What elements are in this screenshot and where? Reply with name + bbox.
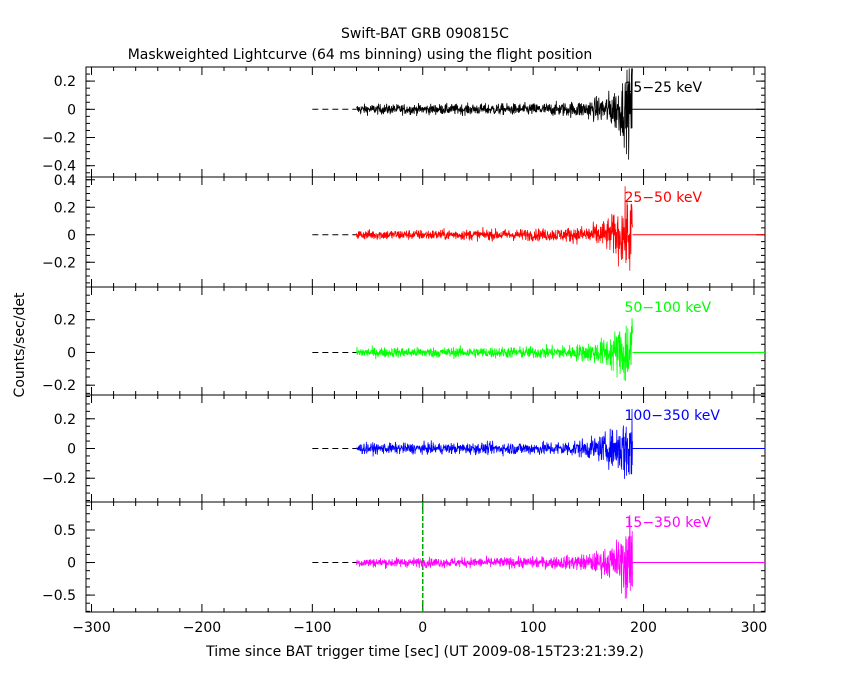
chart-title: Swift-BAT GRB 090815C xyxy=(341,26,509,42)
y-tick-label: −0.2 xyxy=(42,378,76,394)
lightcurve-panel: 0.4 0.2 0 −0.2 25−50 keV xyxy=(42,173,766,288)
energy-band-label: 15−25 keV xyxy=(625,80,703,96)
y-axis-label: Counts/sec/det xyxy=(12,292,28,397)
y-tick-label: −0.2 xyxy=(42,471,76,487)
x-tick-label: −300 xyxy=(72,620,110,636)
y-tick-label: −0.5 xyxy=(42,588,76,604)
lightcurve-trace xyxy=(356,68,633,160)
y-tick-label: 0 xyxy=(67,345,76,361)
lightcurve-trace xyxy=(356,186,633,271)
lightcurve-trace xyxy=(356,408,633,479)
y-tick-label: 0 xyxy=(67,102,76,118)
chart-subtitle: Maskweighted Lightcurve (64 ms binning) … xyxy=(128,47,593,63)
x-tick-label: 200 xyxy=(630,620,657,636)
y-tick-label: −0.4 xyxy=(42,159,76,175)
lightcurve-panel: 0.2 0 −0.2 100−350 keV xyxy=(42,394,766,503)
y-tick-label: 0.5 xyxy=(54,523,76,539)
energy-band-label: 25−50 keV xyxy=(625,190,703,206)
y-tick-label: 0 xyxy=(67,228,76,244)
y-tick-label: 0.2 xyxy=(54,313,76,329)
lightcurve-trace xyxy=(356,318,633,381)
x-tick-label: 0 xyxy=(418,620,427,636)
y-tick-label: 0.2 xyxy=(54,74,76,90)
x-tick-label: −100 xyxy=(293,620,331,636)
panel-frame xyxy=(85,501,766,613)
panels-group: 0.2 0 −0.2 −0.4 15−25 keV 0.4 0.2 0 −0.2 25−50 ke… xyxy=(42,66,768,636)
x-axis-label: Time since BAT trigger time [sec] (UT 20… xyxy=(205,644,644,660)
y-tick-label: 0.2 xyxy=(54,200,76,216)
y-tick-label: 0.4 xyxy=(54,173,76,189)
x-tick-label: 100 xyxy=(520,620,547,636)
lightcurve-panel: 0.2 0 −0.2 −0.4 15−25 keV xyxy=(42,66,766,178)
y-tick-label: 0.2 xyxy=(54,412,76,428)
y-tick-label: −0.2 xyxy=(42,131,76,147)
energy-band-label: 100−350 keV xyxy=(625,408,721,424)
y-tick-label: −0.2 xyxy=(42,255,76,271)
x-tick-label: −200 xyxy=(183,620,221,636)
y-tick-label: 0 xyxy=(67,442,76,458)
energy-band-label: 50−100 keV xyxy=(625,300,712,316)
lightcurve-panel: 0.2 0 −0.2 50−100 keV xyxy=(42,286,766,396)
y-tick-label: 0 xyxy=(67,556,76,572)
lightcurve-trace xyxy=(356,514,633,599)
energy-band-label: 15−350 keV xyxy=(625,515,712,531)
lightcurve-panel: 0.5 0 −0.5 15−350 keV −300 −200 −100 0 100 200 300 xyxy=(42,501,768,636)
x-tick-label: 300 xyxy=(741,620,768,636)
